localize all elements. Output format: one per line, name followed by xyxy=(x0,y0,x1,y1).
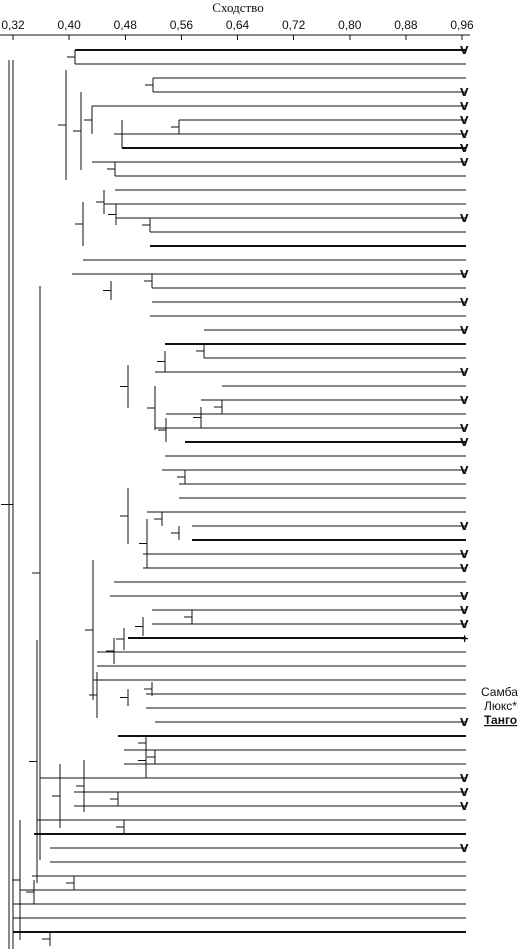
v-mark-icon: V xyxy=(460,842,469,855)
v-mark-icon: V xyxy=(460,296,469,309)
axis-tick-label: 0,72 xyxy=(282,18,306,32)
v-mark-icon: V xyxy=(460,800,469,813)
v-mark-icon: V xyxy=(460,464,469,477)
axis-tick-label: 0,40 xyxy=(57,18,81,32)
leaf-label-tango: Танго xyxy=(484,713,517,727)
v-mark-icon: V xyxy=(460,156,469,169)
axis-tick-label: 0,48 xyxy=(114,18,138,32)
v-mark-icon: V xyxy=(460,604,469,617)
v-mark-icon: V xyxy=(460,128,469,141)
v-mark-icon: V xyxy=(460,324,469,337)
v-mark-icon: V xyxy=(460,366,469,379)
v-mark-icon: V xyxy=(460,436,469,449)
dendrogram-branches xyxy=(1,49,466,949)
v-mark-icon: V xyxy=(460,716,469,729)
v-mark-icon: V xyxy=(460,786,469,799)
v-mark-icon: V xyxy=(460,548,469,561)
leaf-label-samba: Самба xyxy=(481,685,518,699)
axis-title: Сходство xyxy=(212,0,263,15)
similarity-axis: Сходство 0,32 0,40 0,48 0,56 0,64 0,72 0,80 0,8… xyxy=(0,0,474,40)
v-mark-icon: V xyxy=(460,268,469,281)
v-mark-icon: V xyxy=(460,44,469,57)
v-mark-icon: V xyxy=(460,394,469,407)
v-mark-icon: V xyxy=(460,100,469,113)
axis-tick-label: 0,96 xyxy=(450,18,474,32)
axis-tick-label: 0,56 xyxy=(170,18,194,32)
plus-mark-icon: + xyxy=(460,632,469,645)
axis-tick-label: 0,88 xyxy=(394,18,418,32)
v-mark-icon: V xyxy=(460,520,469,533)
v-mark-icon: V xyxy=(460,562,469,575)
axis-tick-label: 0,32 xyxy=(1,18,25,32)
v-mark-icon: V xyxy=(460,590,469,603)
v-mark-icon: V xyxy=(460,422,469,435)
axis-tick-label: 0,64 xyxy=(226,18,250,32)
leaf-label-lyuks: Люкс* xyxy=(484,699,517,713)
v-mark-icon: V xyxy=(460,114,469,127)
v-mark-icon: V xyxy=(460,142,469,155)
v-mark-icon: V xyxy=(460,618,469,631)
v-mark-icon: V xyxy=(460,772,469,785)
v-mark-icon: V xyxy=(460,86,469,99)
v-mark-icon: V xyxy=(460,212,469,225)
axis-tick-label: 0,80 xyxy=(338,18,362,32)
leaf-label-column: Самба Люкс* Танго xyxy=(481,685,518,727)
